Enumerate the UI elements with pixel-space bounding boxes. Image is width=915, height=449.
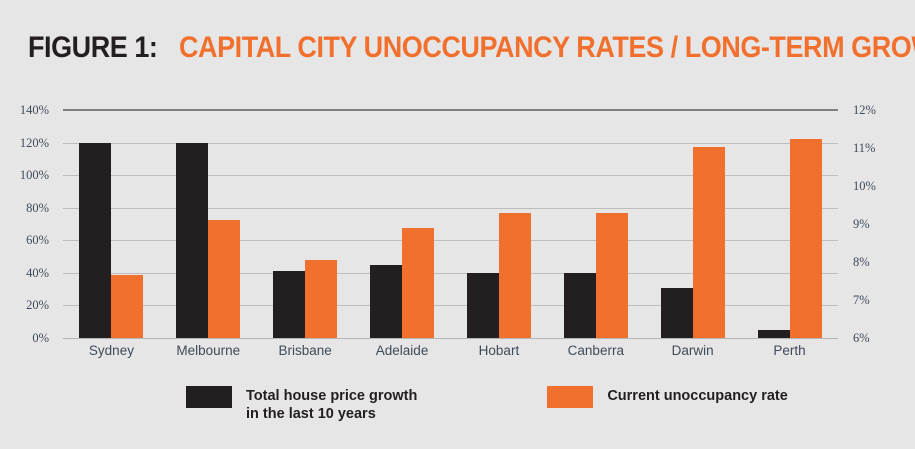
left-axis-tick-label: 120%: [19, 135, 49, 150]
bar-current-unoccupancy-rate-adelaide: [402, 228, 435, 338]
bar-total-house-price-growth-brisbane: [273, 271, 306, 338]
bar-total-house-price-growth-hobart: [466, 272, 499, 338]
x-axis-label-canberra: Canberra: [567, 343, 624, 358]
right-axis-tick-label: 7%: [853, 293, 870, 307]
bar-total-house-price-growth-canberra: [563, 272, 596, 338]
gridline: [63, 207, 838, 209]
legend-swatch-icon: [186, 386, 232, 408]
right-axis-tick-label: 9%: [853, 217, 870, 231]
chart-legend: Total house price growth in the last 10 …: [186, 386, 788, 423]
left-axis-tick-label: 80%: [26, 200, 49, 215]
bar-total-house-price-growth-sydney: [79, 142, 112, 338]
bar-total-house-price-growth-darwin: [660, 287, 693, 338]
bar-current-unoccupancy-rate-perth: [789, 139, 822, 338]
x-axis-label-adelaide: Adelaide: [375, 343, 429, 358]
legend-swatch-icon: [547, 386, 594, 408]
legend-current-unoccupancy-rate: Current unoccupancy rate: [547, 386, 788, 408]
legend-label: Total house price growth in the last 10 …: [246, 388, 418, 423]
left-axis-tick-label: 0%: [32, 331, 49, 345]
bar-current-unoccupancy-rate-hobart: [498, 213, 531, 338]
right-axis: 6% 7% 8% 9% 10% 11% 12%: [845, 104, 905, 344]
left-axis-tick-label: 140%: [19, 103, 49, 117]
legend-label: Current unoccupancy rate: [607, 388, 788, 404]
bar-current-unoccupancy-rate-brisbane: [305, 259, 338, 338]
bar-current-unoccupancy-rate-sydney: [111, 275, 144, 338]
bar-total-house-price-growth-adelaide: [370, 264, 403, 338]
gridline: [63, 240, 838, 242]
gridline: [63, 305, 838, 307]
bar-current-unoccupancy-rate-canberra: [595, 213, 628, 338]
plot-area: [63, 109, 838, 339]
title-prefix: FIGURE 1:: [28, 31, 158, 64]
right-axis-tick-label: 11%: [853, 141, 876, 155]
gridline: [63, 272, 838, 274]
legend-total-house-price-growth: Total house price growth in the last 10 …: [186, 386, 417, 423]
title-main: CAPITAL CITY UNOCCUPANCY RATES / LONG-TE…: [178, 31, 915, 64]
page-title: FIGURE 1: CAPITAL CITY UNOCCUPANCY RATES…: [28, 28, 915, 68]
bar-total-house-price-growth-perth: [757, 329, 790, 338]
left-axis-tick-label: 100%: [19, 168, 49, 183]
right-axis-tick-label: 12%: [853, 103, 876, 117]
right-axis-tick-label: 8%: [853, 255, 870, 269]
bar-current-unoccupancy-rate-melbourne: [208, 219, 241, 338]
x-axis-label-sydney: Sydney: [88, 343, 134, 358]
left-axis-tick-label: 40%: [26, 265, 49, 280]
bar-current-unoccupancy-rate-darwin: [692, 147, 725, 338]
bar-series-group: [63, 110, 838, 338]
x-axis-label-perth: Perth: [773, 343, 806, 358]
gridline: [63, 109, 838, 111]
x-axis-category-labels: Sydney Melbourne Brisbane Adelaide Hobart Can…: [63, 342, 838, 364]
bar-total-house-price-growth-melbourne: [176, 142, 209, 338]
left-axis: 0% 20% 40% 60% 80% 100% 120% 140%: [0, 104, 57, 344]
x-axis-label-brisbane: Brisbane: [278, 343, 332, 358]
left-axis-tick-label: 20%: [26, 298, 49, 313]
x-axis-label-melbourne: Melbourne: [176, 343, 241, 358]
left-axis-tick-label: 60%: [26, 233, 49, 248]
gridline: [63, 338, 838, 339]
x-axis-label-hobart: Hobart: [478, 343, 520, 358]
right-axis-tick-label: 6%: [853, 331, 870, 345]
gridline: [63, 175, 838, 177]
gridline: [63, 142, 838, 144]
x-axis-label-darwin: Darwin: [671, 343, 714, 358]
right-axis-tick-label: 10%: [853, 179, 876, 193]
